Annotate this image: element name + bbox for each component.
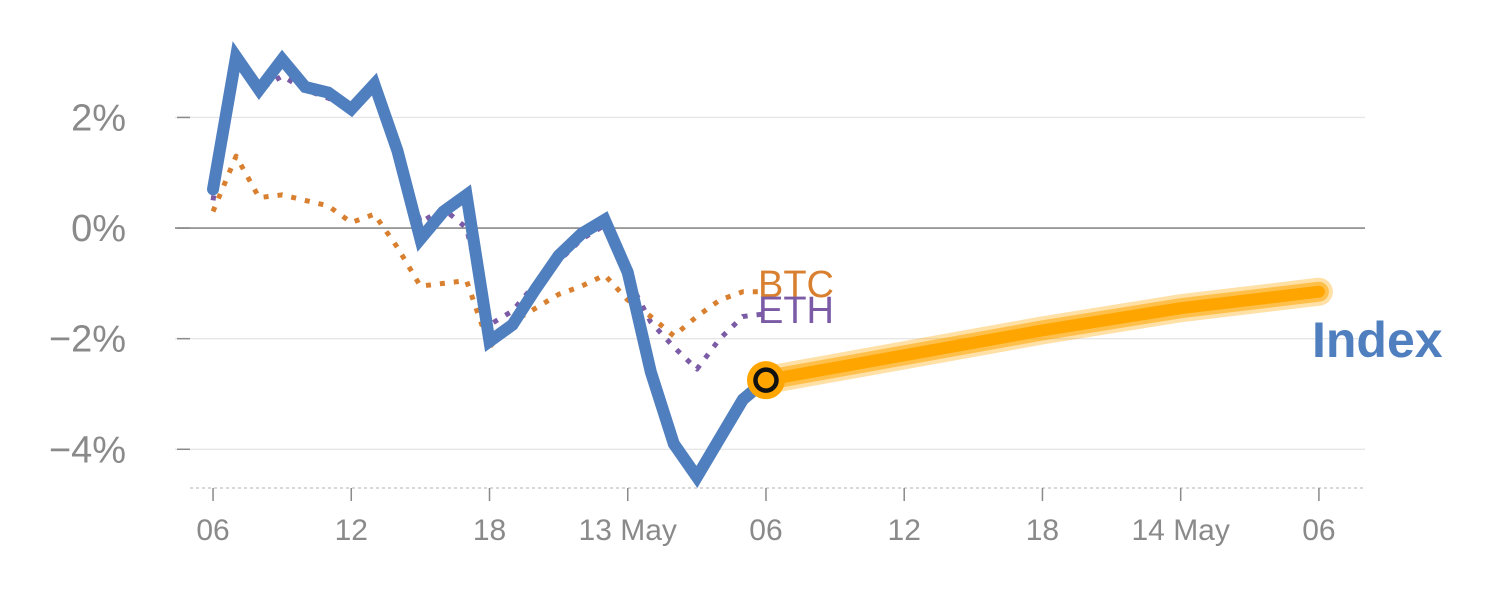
xtick-label-4: 06 bbox=[749, 514, 782, 547]
xtick-label-0: 06 bbox=[196, 514, 229, 547]
series-line-btc bbox=[210, 153, 766, 350]
ytick-label-1: 0% bbox=[71, 208, 126, 250]
series-labels: BTC ETH Index bbox=[758, 264, 1443, 368]
series-lines bbox=[207, 41, 1333, 488]
series-line-index bbox=[207, 41, 772, 488]
xtick-label-3: 13 May bbox=[579, 514, 677, 547]
current-marker-ring bbox=[753, 367, 779, 393]
series-label-index: Index bbox=[1312, 312, 1443, 368]
current-marker-halo bbox=[746, 361, 785, 400]
xtick-label-7: 14 May bbox=[1131, 514, 1229, 547]
xtick-label-6: 18 bbox=[1026, 514, 1059, 547]
series-label-btc: BTC bbox=[758, 264, 834, 306]
ytick-label-3: −4% bbox=[49, 429, 126, 471]
xtick-label-5: 12 bbox=[888, 514, 921, 547]
forecast-line bbox=[760, 285, 1325, 387]
axes: 2% 0% −2% −4% 06 12 18 13 May 06 12 18 14 May 06 bbox=[49, 97, 1365, 547]
series-label-eth: ETH bbox=[758, 290, 834, 332]
gridlines bbox=[175, 116, 1365, 450]
xtick-label-8: 06 bbox=[1302, 514, 1335, 547]
xtick-label-1: 12 bbox=[335, 514, 368, 547]
ytick-label-2: −2% bbox=[49, 319, 126, 361]
xtick-label-2: 18 bbox=[473, 514, 506, 547]
ytick-label-0: 2% bbox=[71, 97, 126, 139]
markers bbox=[746, 361, 785, 400]
